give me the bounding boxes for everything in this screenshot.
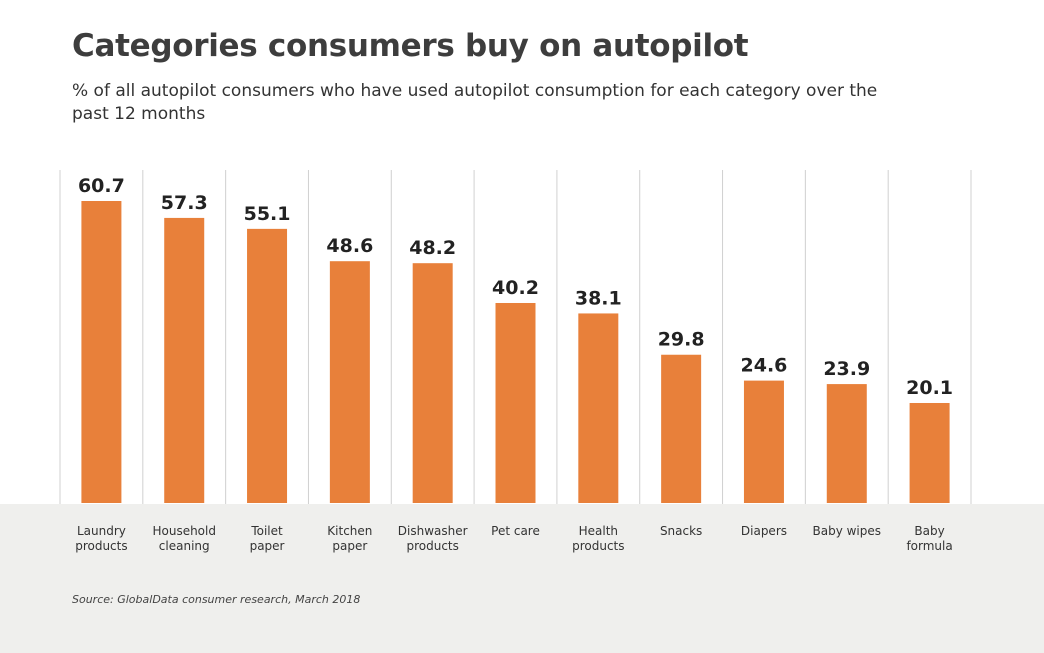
category-label: Kitchen paper bbox=[327, 524, 372, 553]
category-label-line: products bbox=[572, 539, 624, 553]
category-label-line: paper bbox=[250, 539, 285, 553]
category-label-line: Diapers bbox=[741, 524, 787, 538]
category-label-line: Dishwasher bbox=[398, 524, 468, 538]
chart-subtitle: % of all autopilot consumers who have us… bbox=[72, 81, 878, 124]
value-label: 57.3 bbox=[161, 192, 208, 214]
value-label: 55.1 bbox=[244, 203, 291, 225]
category-label: Dishwasher products bbox=[398, 524, 468, 553]
category-label-line: Baby bbox=[914, 524, 944, 538]
category-label-line: products bbox=[406, 539, 458, 553]
category-label-line: formula bbox=[906, 539, 952, 553]
bar bbox=[661, 354, 702, 503]
category-label-line: products bbox=[75, 539, 127, 553]
bars bbox=[81, 201, 950, 503]
category-label-line: paper bbox=[332, 539, 367, 553]
category-label: Household cleaning bbox=[152, 524, 216, 553]
value-label: 20.1 bbox=[906, 377, 953, 399]
value-label: 24.6 bbox=[741, 355, 788, 377]
bar bbox=[329, 261, 370, 503]
category-label: Baby wipes bbox=[813, 524, 882, 538]
chart-title: Categories consumers buy on autopilot bbox=[72, 28, 749, 64]
category-label: Toilet paper bbox=[250, 524, 285, 553]
value-label: 23.9 bbox=[823, 358, 870, 380]
category-label: Health products bbox=[572, 524, 624, 553]
category-label-line: Snacks bbox=[660, 524, 702, 538]
category-label-line: Kitchen bbox=[327, 524, 372, 538]
category-label: Laundry products bbox=[75, 524, 127, 553]
source-note: Source: GlobalData consumer research, Ma… bbox=[72, 593, 361, 606]
category-label: Diapers bbox=[741, 524, 787, 538]
category-label-line: cleaning bbox=[159, 539, 210, 553]
category-label-line: Health bbox=[579, 524, 618, 538]
bar bbox=[909, 402, 950, 503]
category-label: Baby formula bbox=[906, 524, 952, 553]
category-label-line: Pet care bbox=[491, 524, 540, 538]
value-label: 48.6 bbox=[326, 235, 373, 257]
value-label: 40.2 bbox=[492, 277, 539, 299]
value-label: 60.7 bbox=[78, 175, 125, 197]
value-labels: 60.7 57.3 55.1 48.6 48.2 40.2 38.1 29.8 24.6 23.9… bbox=[78, 175, 953, 399]
category-label-line: Household bbox=[152, 524, 216, 538]
bar bbox=[743, 380, 784, 503]
category-label-line: Baby wipes bbox=[813, 524, 882, 538]
value-label: 29.8 bbox=[658, 329, 705, 351]
bar bbox=[826, 384, 867, 503]
bar bbox=[578, 313, 619, 503]
bar bbox=[81, 201, 122, 503]
value-label: 48.2 bbox=[409, 237, 456, 259]
category-label-line: Laundry bbox=[77, 524, 126, 538]
category-label: Pet care bbox=[491, 524, 540, 538]
value-label: 38.1 bbox=[575, 287, 622, 309]
category-label-line: Toilet bbox=[250, 524, 283, 538]
bar bbox=[247, 228, 288, 503]
bar bbox=[412, 263, 453, 503]
bar bbox=[495, 302, 536, 503]
footer-band bbox=[0, 504, 1044, 653]
column-separators bbox=[59, 170, 972, 504]
bar bbox=[164, 217, 205, 503]
category-label: Snacks bbox=[660, 524, 702, 538]
